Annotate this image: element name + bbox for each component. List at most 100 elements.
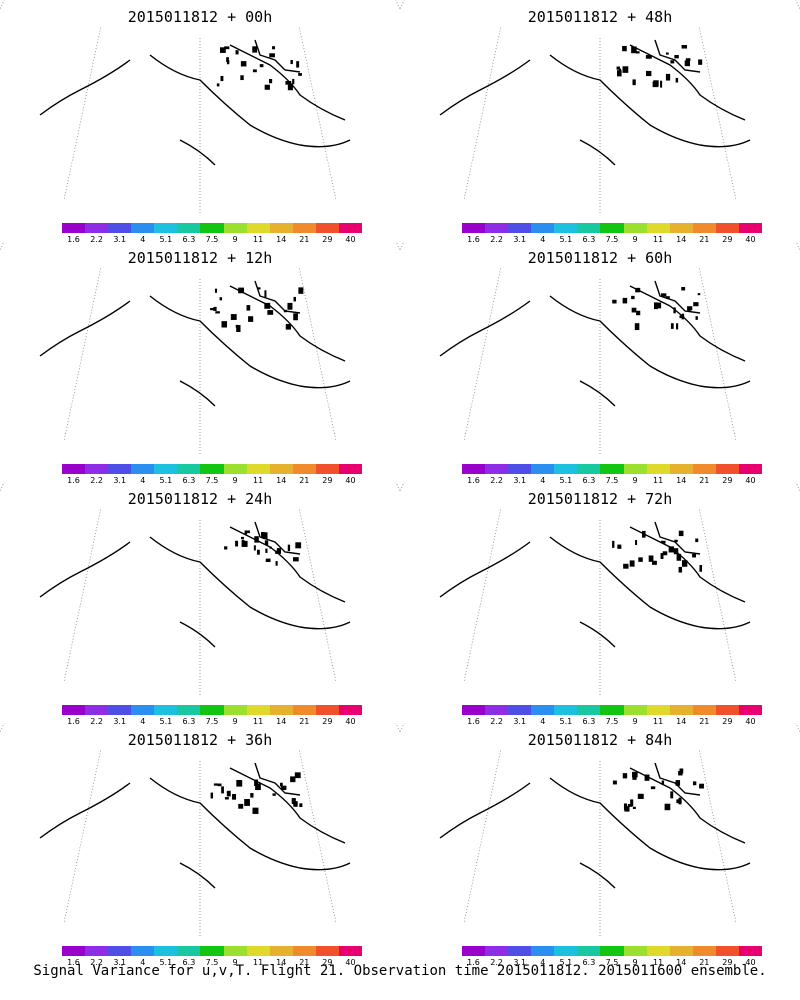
colorbar-swatch [223,705,247,715]
colorbar-swatch [62,464,86,474]
colorbar-swatch [600,464,624,474]
colorbar-tick-label: 7.5 [205,476,219,485]
graticule [0,482,400,697]
colorbar-tick-label: 6.3 [182,476,196,485]
colorbar-swatch [462,705,486,715]
colorbar-tick-label: 3.1 [513,235,527,244]
colorbar-tick-label: 9 [232,476,238,485]
colorbar-tick-label: 14 [676,476,687,485]
colorbar-tick-label: 7.5 [605,717,619,726]
colorbar-tick-label: 6.3 [182,958,196,967]
colorbar-swatch [292,946,316,956]
colorbar-swatch [623,223,647,233]
graticule [400,0,800,215]
colorbar-tick-label: 4 [140,958,146,967]
colorbar-tick-label: 5.1 [559,717,573,726]
colorbar-swatch [338,946,363,956]
colorbar-tick-label: 3.1 [113,958,127,967]
colorbar-swatch [462,946,486,956]
colorbar-tick-label: 14 [676,717,687,726]
colorbar-swatch [623,946,647,956]
colorbar-swatch [131,705,155,715]
colorbar-swatch [692,705,716,715]
colorbar-tick-label: 2.2 [90,958,103,967]
colorbar-swatch [577,223,601,233]
colorbar-tick-label: 3.1 [513,476,527,485]
colorbar-tick-label: 9 [632,958,638,967]
colorbar-tick-label: 5.1 [559,235,573,244]
graticule [400,482,800,697]
map-field [0,723,400,938]
graticule [400,241,800,456]
colorbar-swatch [85,946,109,956]
colorbar-tick-label: 9 [232,235,238,244]
colorbar-labels: 1.6 2.2 3.1 4 5.1 6.3 7.5 9 11 14 21 29 40 [52,476,372,486]
colorbar-tick-label: 40 [345,958,356,967]
colorbar-swatch [246,223,270,233]
colorbar-swatch [269,705,293,715]
colorbar-tick-label: 11 [653,235,664,244]
colorbar-swatch [154,464,178,474]
colorbar-tick-label: 1.6 [67,476,80,485]
colorbar-tick-label: 5.1 [159,958,173,967]
colorbar-tick-label: 29 [722,235,733,244]
coastlines [39,39,351,166]
colorbar-tick-label: 14 [276,958,287,967]
colorbar-tick-label: 14 [676,235,687,244]
colorbar-swatch [715,946,739,956]
colorbar-swatch [269,464,293,474]
colorbar-tick-label: 21 [699,717,710,726]
colorbar-tick-label: 14 [676,958,687,967]
colorbar-tick-label: 9 [632,235,638,244]
colorbar-labels: 1.6 2.2 3.1 4 5.1 6.3 7.5 9 11 14 21 29 40 [452,235,772,245]
colorbar-tick-label: 11 [653,717,664,726]
colorbar-swatch [646,705,670,715]
colorbar-tick-label: 40 [745,717,756,726]
map-field [400,0,800,215]
colorbar-tick-label: 4 [540,717,546,726]
graticule [0,723,400,938]
panel-48h: 2015011812 + 48h 1.6 2.2 3.1 4 5.1 6.3 7.5 9 11 1… [400,0,800,244]
coastlines [39,280,351,407]
colorbar-tick-label: 9 [632,476,638,485]
colorbar-swatch [292,705,316,715]
colorbar-labels: 1.6 2.2 3.1 4 5.1 6.3 7.5 9 11 14 21 29 40 [52,717,372,727]
colorbar-tick-label: 6.3 [582,235,596,244]
colorbar-tick-label: 40 [745,476,756,485]
map-field [400,723,800,938]
graticule [0,241,400,456]
coastlines [439,762,751,889]
colorbar-swatch [577,946,601,956]
colorbar-swatch [485,464,509,474]
colorbar-swatch [223,946,247,956]
colorbar-tick-label: 6.3 [582,958,596,967]
colorbar-swatch [669,705,693,715]
colorbar-swatch [177,223,201,233]
colorbar-swatch [554,946,578,956]
colorbar-tick-label: 1.6 [467,958,480,967]
colorbar-labels: 1.6 2.2 3.1 4 5.1 6.3 7.5 9 11 14 21 29 40 [52,235,372,245]
panel-36h: 2015011812 + 36h 1.6 2.2 3.1 4 5.1 6.3 7.5 9 11 1… [0,723,400,967]
colorbar-swatch [715,464,739,474]
colorbar-tick-label: 2.2 [490,235,503,244]
map-field [0,482,400,697]
colorbar-tick-label: 21 [299,958,310,967]
colorbar-swatch [62,946,86,956]
panel-00h: 2015011812 + 00h 1.6 2.2 3.1 4 5.1 6.3 7.5 9 11 1… [0,0,400,244]
colorbar-swatch [485,223,509,233]
colorbar-tick-label: 7.5 [205,235,219,244]
colorbar-tick-label: 7.5 [605,235,619,244]
colorbar-swatch [669,946,693,956]
colorbar-tick-label: 40 [345,235,356,244]
colorbar-swatch [692,464,716,474]
coastlines [39,521,351,648]
colorbar-swatch [269,223,293,233]
colorbar-swatch [646,946,670,956]
colorbar-swatch [246,946,270,956]
colorbar-swatch [738,705,763,715]
colorbar-swatch [85,223,109,233]
colorbar-swatch [554,705,578,715]
colorbar-swatch [131,946,155,956]
map-field [400,241,800,456]
colorbar-swatch [246,705,270,715]
